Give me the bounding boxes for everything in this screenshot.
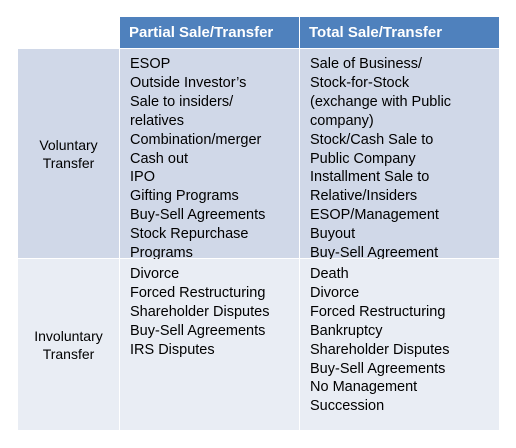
list-item: Combination/merger <box>130 131 262 148</box>
list-item: Forced Restructuring <box>130 284 266 301</box>
list-item: Forced Restructuring <box>310 303 446 320</box>
list-item: Relative/Insiders <box>310 188 418 205</box>
list-item: Divorce <box>130 266 180 282</box>
list-item: Gifting Programs <box>130 188 239 205</box>
sale-transfer-table: Partial Sale/Transfer Total Sale/Transfe… <box>18 17 500 431</box>
list-item: Buy-Sell Agreements <box>130 207 266 224</box>
row-label-involuntary: Involuntary Transfer <box>18 259 120 431</box>
list-item: Cash out <box>130 150 189 167</box>
list-item: Public Company <box>310 150 416 167</box>
list-item: Stock-for-Stock <box>310 74 410 91</box>
voluntary-total-list: Sale of Business/Stock-for-Stock (exchang… <box>300 49 499 263</box>
list-item: Buy-Sell Agreements <box>310 360 446 377</box>
list-item: Buy-Sell Agreement <box>310 245 439 262</box>
list-item: Sale of Business/ <box>310 56 423 72</box>
list-item: Sale to insiders/ <box>130 93 234 110</box>
list-item: IPO <box>130 169 155 186</box>
list-item: (exchange with Public <box>310 93 452 110</box>
row-label-voluntary-text: Voluntary Transfer <box>39 136 98 171</box>
involuntary-total-list: Death Divorce Forced Restructuring Bankrupt… <box>300 259 499 416</box>
list-item: Stock Repurchase <box>130 226 249 243</box>
list-item: Stock/Cash Sale to <box>310 131 434 148</box>
involuntary-partial-cell: Divorce Forced Restructuring Shareholder D… <box>120 259 300 431</box>
header-partial-sale: Partial Sale/Transfer <box>120 17 300 49</box>
list-item: relatives <box>130 112 184 129</box>
list-item: ESOP <box>130 56 171 72</box>
voluntary-partial-cell: ESOP Outside Investor’s Sale to insiders/r… <box>120 49 300 261</box>
list-item: Buyout <box>310 226 356 243</box>
list-item: Installment Sale to <box>310 169 430 186</box>
list-item: Bankruptcy <box>310 322 383 339</box>
list-item: Death <box>310 266 349 282</box>
list-item: Programs <box>130 245 193 262</box>
header-total-sale: Total Sale/Transfer <box>300 17 500 49</box>
row-label-voluntary: Voluntary Transfer <box>18 49 120 259</box>
list-item: Outside Investor’s <box>130 74 247 91</box>
voluntary-total-cell: Sale of Business/Stock-for-Stock (exchang… <box>300 49 500 261</box>
list-item: company) <box>310 112 374 129</box>
list-item: IRS Disputes <box>130 341 215 358</box>
row-label-involuntary-text: Involuntary Transfer <box>34 327 103 362</box>
voluntary-partial-list: ESOP Outside Investor’s Sale to insiders/r… <box>120 49 299 263</box>
involuntary-partial-list: Divorce Forced Restructuring Shareholder D… <box>120 259 299 360</box>
list-item: Buy-Sell Agreements <box>130 322 266 339</box>
list-item: Shareholder Disputes <box>130 303 270 320</box>
header-corner-cell <box>18 17 120 49</box>
list-item: Shareholder Disputes <box>310 341 450 358</box>
list-item: No Management <box>310 379 418 396</box>
involuntary-total-cell: Death Divorce Forced Restructuring Bankrupt… <box>300 259 500 431</box>
list-item: ESOP/Management <box>310 207 439 224</box>
list-item: Divorce <box>310 284 360 301</box>
list-item: Succession <box>310 398 385 415</box>
